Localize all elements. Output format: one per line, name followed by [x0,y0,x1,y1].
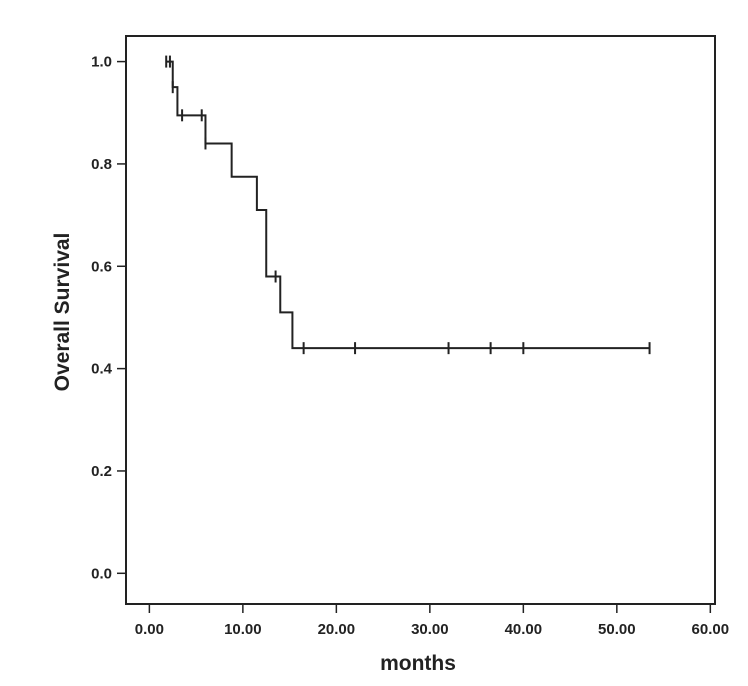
x-axis-title: months [380,652,456,675]
y-tick-label: 0.6 [91,258,112,275]
x-tick-label: 60.00 [692,621,730,638]
x-tick-label: 50.00 [598,621,636,638]
x-tick-label: 20.00 [318,621,356,638]
survival-curve [166,60,650,350]
censor-marks [165,55,651,355]
y-tick-label: 0.0 [91,565,112,582]
y-tick-label: 0.2 [91,463,112,480]
y-tick-label: 1.0 [91,54,112,71]
y-tick-label: 0.8 [91,156,112,173]
x-tick-label: 40.00 [505,621,543,638]
survival-step-line [166,60,650,350]
y-axis-title: Overall Survival [51,233,74,392]
y-axis: 0.0 0.2 0.4 0.6 0.8 1.0 [91,54,126,582]
x-axis: 0.00 10.00 20.00 30.00 40.00 50.00 60.00 [135,604,729,638]
x-tick-label: 10.00 [224,621,262,638]
x-tick-label: 0.00 [135,621,164,638]
y-tick-label: 0.4 [91,361,113,378]
x-tick-label: 30.00 [411,621,449,638]
plot-frame [125,35,716,605]
